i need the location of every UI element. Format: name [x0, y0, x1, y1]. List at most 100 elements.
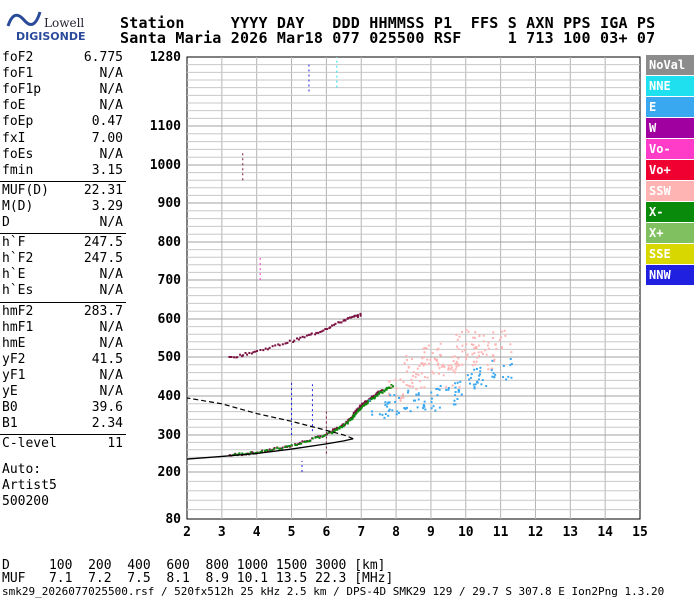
- trace-point: [268, 448, 271, 451]
- trace-point: [436, 387, 439, 390]
- trace-point: [295, 444, 298, 447]
- trace-point: [485, 385, 488, 388]
- trace-point: [431, 352, 434, 355]
- param-row-fxi: fxI 7.00: [0, 131, 126, 147]
- trace-point: [356, 410, 359, 413]
- trace-point: [443, 366, 446, 369]
- trace-point: [456, 345, 459, 348]
- param-value: 6.775: [83, 50, 123, 65]
- trace-point: [314, 436, 317, 439]
- legend-noval-0: NoVal: [646, 55, 694, 75]
- trace-point: [412, 371, 415, 374]
- trace-point: [475, 360, 478, 363]
- trace-point: [331, 324, 334, 327]
- trace-point: [405, 407, 408, 410]
- trace-point: [495, 347, 498, 350]
- trace-point: [403, 407, 406, 410]
- x-tick-label: 13: [562, 525, 578, 540]
- trace-point: [458, 385, 461, 388]
- trace-point: [286, 445, 289, 448]
- trace-point: [477, 344, 480, 347]
- trace-point: [438, 406, 441, 409]
- trace-point: [412, 399, 415, 402]
- trace-point: [486, 344, 489, 347]
- legend-vo-4: Vo-: [646, 139, 694, 159]
- trace-point: [470, 343, 473, 346]
- trace-point: [405, 354, 408, 357]
- trace-point: [460, 393, 463, 396]
- trace-point: [449, 368, 452, 371]
- param-separator: [0, 233, 126, 235]
- param-label: B0: [2, 400, 18, 416]
- trace-point: [239, 353, 242, 356]
- trace-point: [415, 388, 418, 391]
- auto-line: Auto:: [2, 462, 42, 478]
- trace-point: [458, 335, 461, 338]
- trace-point: [359, 312, 362, 315]
- trace-point: [321, 435, 324, 438]
- trace-point: [473, 347, 476, 350]
- trace-point: [374, 396, 377, 399]
- trace-point: [358, 407, 361, 410]
- trace-point: [481, 352, 484, 355]
- trace-point: [392, 385, 395, 388]
- trace-point: [355, 314, 358, 317]
- trace-point: [361, 402, 364, 405]
- trace-point: [293, 339, 296, 342]
- trace-point: [416, 367, 419, 370]
- trace-point: [396, 410, 399, 413]
- trace-point: [438, 388, 441, 391]
- trace-point: [480, 351, 483, 354]
- trace-point: [418, 364, 421, 367]
- trace-point: [389, 394, 392, 397]
- trace-point: [352, 411, 355, 414]
- trace-point: [466, 353, 469, 356]
- trace-point: [360, 406, 363, 409]
- y-tick-label: 1280: [150, 50, 181, 65]
- trace-point: [406, 391, 409, 394]
- param-value: N/A: [99, 215, 123, 230]
- param-label: D: [2, 215, 10, 230]
- trace-point: [299, 336, 302, 339]
- trace-point: [420, 362, 423, 365]
- trace-point: [387, 414, 390, 417]
- param-label: yF1: [2, 367, 26, 383]
- trace-point: [342, 425, 345, 428]
- trace-point: [430, 401, 433, 404]
- trace-point: [319, 330, 322, 333]
- trace-point: [465, 328, 468, 331]
- trace-point: [278, 344, 281, 347]
- trace-point: [349, 418, 352, 421]
- trace-point: [338, 427, 341, 430]
- trace-point: [481, 379, 484, 382]
- trace-point: [276, 446, 279, 449]
- legend-sse-9: SSE: [646, 244, 694, 264]
- trace-point: [405, 358, 408, 361]
- trace-point: [493, 358, 496, 361]
- trace-point: [357, 407, 360, 410]
- trace-point: [335, 426, 338, 429]
- trace-point: [385, 388, 388, 391]
- y-tick-label: 1000: [150, 158, 181, 173]
- trace-point: [337, 426, 340, 429]
- trace-point: [344, 422, 347, 425]
- trace-point: [344, 319, 347, 322]
- trace-point: [411, 381, 414, 384]
- trace-point: [254, 451, 257, 454]
- trace-point: [301, 335, 304, 338]
- trace-point: [422, 407, 425, 410]
- trace-point: [451, 356, 454, 359]
- trace-point: [454, 391, 457, 394]
- trace-point: [409, 410, 412, 413]
- muf-row: MUF 7.1 7.2 7.5 8.1 8.9 10.1 13.5 22.3 […: [2, 571, 394, 586]
- trace-point: [491, 375, 494, 378]
- trace-point: [437, 364, 440, 367]
- trace-point: [430, 407, 433, 410]
- trace-point: [449, 364, 452, 367]
- trace-point: [353, 314, 356, 317]
- trace-point: [307, 333, 310, 336]
- trace-point: [487, 368, 490, 371]
- trace-point: [457, 357, 460, 360]
- legend-e-2: E: [646, 97, 694, 117]
- trace-point: [417, 373, 420, 376]
